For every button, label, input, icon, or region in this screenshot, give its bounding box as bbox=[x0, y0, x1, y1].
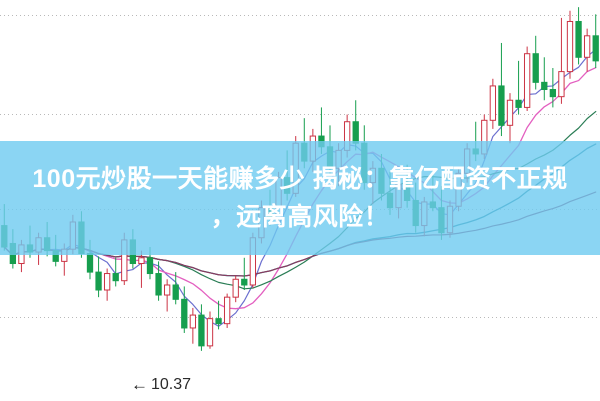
price-annotation: ← 10.37 bbox=[131, 376, 191, 394]
left-arrow-icon: ← bbox=[131, 374, 148, 394]
annotation-price-label: 10.37 bbox=[151, 376, 192, 393]
moving-average-lines bbox=[3, 48, 597, 327]
candlestick-series bbox=[1, 7, 599, 351]
